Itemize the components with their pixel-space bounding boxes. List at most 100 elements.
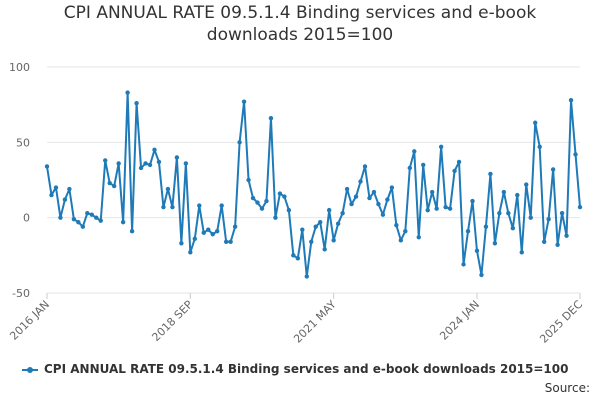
- data-point[interactable]: [53, 185, 59, 190]
- data-point[interactable]: [380, 212, 386, 217]
- data-point[interactable]: [300, 227, 305, 232]
- data-point[interactable]: [273, 215, 278, 220]
- data-point[interactable]: [564, 233, 569, 238]
- data-point[interactable]: [215, 229, 220, 234]
- data-point[interactable]: [179, 241, 184, 246]
- data-point[interactable]: [524, 182, 529, 187]
- data-point[interactable]: [326, 207, 332, 213]
- data-point[interactable]: [174, 155, 180, 160]
- data-point[interactable]: [147, 162, 153, 168]
- data-point[interactable]: [349, 201, 354, 207]
- data-point[interactable]: [232, 224, 238, 229]
- data-point[interactable]: [291, 253, 296, 258]
- data-point[interactable]: [389, 185, 395, 190]
- data-point[interactable]: [492, 241, 498, 246]
- data-point[interactable]: [438, 144, 444, 150]
- data-point[interactable]: [156, 159, 162, 165]
- data-point[interactable]: [264, 198, 269, 204]
- data-point[interactable]: [282, 194, 287, 199]
- data-point[interactable]: [541, 239, 547, 244]
- data-point[interactable]: [344, 186, 350, 192]
- data-point[interactable]: [125, 90, 130, 95]
- data-point[interactable]: [546, 216, 551, 222]
- data-point[interactable]: [246, 177, 251, 183]
- data-point[interactable]: [85, 210, 90, 216]
- data-point[interactable]: [309, 239, 314, 244]
- data-point[interactable]: [206, 227, 211, 232]
- data-point[interactable]: [111, 183, 117, 189]
- data-point[interactable]: [71, 216, 77, 222]
- data-point[interactable]: [358, 179, 363, 184]
- data-point[interactable]: [237, 140, 242, 145]
- data-point[interactable]: [403, 229, 408, 234]
- data-point[interactable]: [515, 192, 520, 198]
- data-point[interactable]: [456, 159, 462, 165]
- data-point[interactable]: [506, 210, 511, 216]
- data-point[interactable]: [416, 235, 421, 240]
- data-point[interactable]: [143, 161, 148, 166]
- data-point[interactable]: [259, 206, 265, 211]
- data-point[interactable]: [250, 195, 256, 201]
- data-point[interactable]: [470, 198, 475, 204]
- data-point[interactable]: [331, 238, 336, 243]
- data-point[interactable]: [129, 229, 135, 234]
- data-point[interactable]: [89, 212, 94, 217]
- data-point[interactable]: [188, 250, 193, 255]
- data-point[interactable]: [479, 272, 484, 278]
- data-point[interactable]: [103, 158, 108, 163]
- data-point[interactable]: [67, 186, 72, 192]
- data-point[interactable]: [362, 164, 368, 169]
- data-point[interactable]: [335, 221, 341, 226]
- data-point[interactable]: [510, 226, 516, 231]
- data-point[interactable]: [58, 215, 63, 220]
- data-point[interactable]: [474, 248, 480, 254]
- data-point[interactable]: [443, 204, 448, 210]
- data-point[interactable]: [183, 161, 189, 166]
- data-point[interactable]: [192, 236, 198, 241]
- data-point[interactable]: [313, 224, 318, 229]
- data-point[interactable]: [550, 167, 556, 172]
- data-point[interactable]: [318, 219, 323, 225]
- data-point[interactable]: [537, 144, 542, 150]
- data-point[interactable]: [201, 230, 206, 235]
- data-point[interactable]: [286, 207, 292, 213]
- data-point[interactable]: [429, 189, 435, 195]
- data-point[interactable]: [219, 203, 224, 208]
- data-point[interactable]: [483, 224, 489, 229]
- data-point[interactable]: [277, 191, 283, 196]
- data-point[interactable]: [94, 215, 99, 220]
- data-point[interactable]: [519, 250, 524, 255]
- data-point[interactable]: [138, 165, 144, 171]
- data-point[interactable]: [398, 238, 404, 243]
- data-point[interactable]: [367, 195, 372, 201]
- data-point[interactable]: [461, 262, 466, 267]
- data-point[interactable]: [107, 180, 112, 186]
- data-point[interactable]: [295, 256, 301, 261]
- data-point[interactable]: [80, 224, 86, 229]
- data-point[interactable]: [488, 171, 493, 177]
- data-point[interactable]: [304, 274, 309, 279]
- data-point[interactable]: [161, 204, 166, 210]
- data-point[interactable]: [322, 247, 327, 252]
- data-point[interactable]: [501, 189, 507, 195]
- data-point[interactable]: [62, 197, 68, 202]
- data-point[interactable]: [533, 120, 538, 125]
- data-point[interactable]: [465, 229, 471, 234]
- data-point[interactable]: [76, 219, 81, 225]
- data-point[interactable]: [371, 189, 377, 195]
- data-point[interactable]: [528, 215, 533, 220]
- data-point[interactable]: [573, 152, 578, 157]
- data-point[interactable]: [407, 165, 412, 171]
- data-point[interactable]: [44, 164, 50, 169]
- data-point[interactable]: [98, 218, 103, 223]
- data-point[interactable]: [353, 194, 359, 199]
- data-point[interactable]: [577, 204, 583, 210]
- data-point[interactable]: [228, 239, 233, 244]
- data-point[interactable]: [568, 97, 574, 103]
- data-point[interactable]: [394, 223, 399, 228]
- data-point[interactable]: [434, 206, 439, 211]
- data-point[interactable]: [120, 219, 126, 225]
- data-point[interactable]: [421, 162, 426, 168]
- data-point[interactable]: [165, 186, 171, 192]
- data-point[interactable]: [170, 204, 175, 210]
